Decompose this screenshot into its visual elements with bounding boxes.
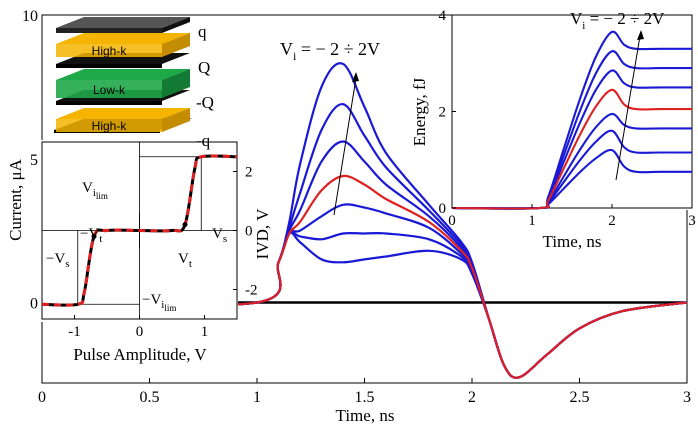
ivd-ytick-label: 0 [245, 224, 253, 240]
ivd-xtick-label: 0 [136, 324, 144, 340]
ivd-xtick-label: -1 [68, 324, 81, 340]
energy-ticks: 0 1 2 3 0 2 4 [439, 8, 696, 229]
ivd-label-vs-pos: Vs [212, 226, 227, 245]
high-k-label-top: High-k [92, 44, 128, 58]
energy-xtick-label: 2 [608, 213, 616, 229]
main-xtick-label: 0 [38, 389, 46, 406]
energy-ylabel: Energy, fJ [410, 77, 429, 146]
ivd-label-vt-pos: Vt [178, 251, 192, 270]
energy-xtick-label: 3 [688, 213, 696, 229]
ivd-label-vs-neg: −Vs [46, 251, 70, 270]
main-curves [41, 62, 688, 379]
main-annotation: Vi = − 2 ÷ 2V [280, 39, 380, 63]
ivd-label-vilim-pos: Vilim [82, 180, 108, 201]
high-k-label-bottom: High-k [92, 119, 128, 133]
ivd-ylabel: IVD, V [253, 208, 272, 259]
ivd-threshold-marker-neg [91, 233, 97, 239]
ivd-xlabel: Pulse Amplitude, V [73, 345, 207, 364]
energy-annotation-arrow [615, 35, 641, 181]
main-series-4 [41, 174, 688, 379]
energy-ytick-label: 4 [439, 8, 447, 24]
main-xtick-label: 0.5 [140, 389, 160, 406]
energy-ytick-label: 2 [439, 105, 447, 121]
energy-curves [451, 30, 692, 210]
main-annotation-arrow [333, 77, 357, 216]
high-k-layer-bottom: High-k [56, 108, 190, 133]
energy-annotation-arrowhead [637, 30, 644, 40]
ivd-ytick-label: 2 [245, 165, 253, 181]
low-k-label: Low-k [93, 83, 126, 97]
ivd-inset: -1 0 1 2 0 -2 Pulse Amplitude, V IVD, V Vilim… [40, 140, 272, 364]
main-xtick-label: 2.5 [570, 389, 590, 406]
capacitor-stack-illustration: High-k Low-k High-k [48, 17, 228, 150]
main-ylabel: Current, μA [6, 158, 25, 241]
energy-xlabel: Time, ns [543, 232, 602, 251]
ivd-ytick-label: -2 [245, 283, 258, 299]
plate-top [56, 17, 190, 33]
high-k-layer-top: High-k [56, 33, 190, 58]
energy-inset-background [452, 15, 692, 210]
main-ytick-label: 0 [30, 296, 38, 313]
energy-xtick-label: 1 [528, 213, 536, 229]
main-xtick-label: 3 [683, 389, 691, 406]
main-ytick-label: 5 [30, 152, 38, 169]
energy-inset: 0 1 2 3 0 2 4 Time, ns Energy, fJ Vi = − 2 ÷ 2… [410, 8, 696, 251]
charge-label-Q: Q [198, 58, 210, 77]
energy-ytick-label: 0 [439, 201, 447, 217]
ivd-xtick-label: 1 [201, 324, 209, 340]
energy-annotation: Vi = − 2 ÷ 2V [570, 9, 665, 32]
charge-label-q-top: q [198, 22, 207, 41]
main-annotation-arrowhead [352, 72, 359, 82]
main-xtick-label: 1.5 [355, 389, 375, 406]
ivd-label-vt-neg: −Vt [80, 226, 102, 245]
low-k-layer: Low-k [56, 69, 190, 98]
ivd-curves [41, 154, 238, 307]
ivd-ticks: -1 0 1 2 0 -2 [68, 165, 257, 341]
main-xtick-label: 1 [253, 389, 261, 406]
charge-label-neg-Q: -Q [196, 93, 214, 112]
energy-series-4 [451, 88, 692, 210]
main-xtick-label: 2 [468, 389, 476, 406]
main-ytick-label: 10 [22, 8, 38, 25]
ivd-label-vilim-neg: −Vilim [142, 292, 176, 313]
main-xlabel: Time, ns [336, 406, 395, 425]
energy-xtick-label: 0 [448, 213, 456, 229]
ivd-dashed-curve [41, 154, 238, 307]
ivd-threshold-marker-pos [182, 222, 188, 228]
charge-label-neg-q: -q [196, 131, 211, 150]
